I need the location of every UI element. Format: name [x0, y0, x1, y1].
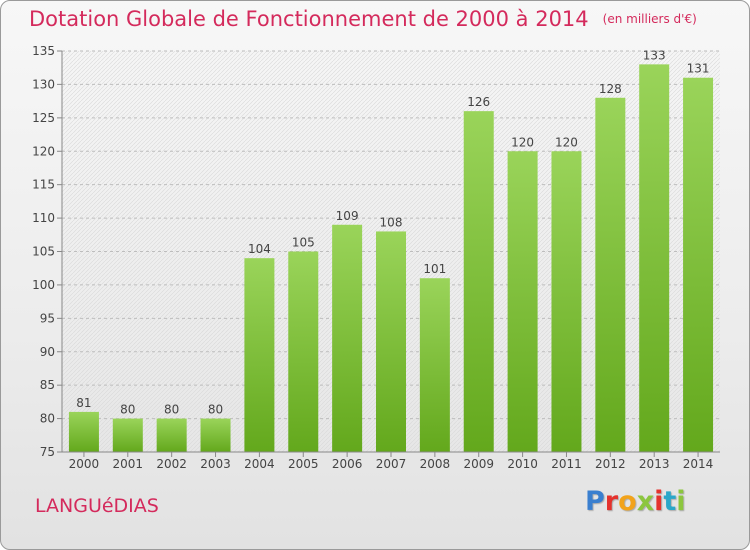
y-tick-label: 130 [32, 77, 55, 91]
chart-title: Dotation Globale de Fonctionnement de 20… [29, 7, 589, 31]
y-tick-label: 85 [40, 378, 55, 392]
chart-subtitle: (en milliers d'€) [602, 12, 697, 26]
x-tick-label: 2012 [595, 457, 626, 471]
x-axis: 2000 2001 2002 2003 2004 2005 2006 2007 2008 2009… [62, 451, 720, 471]
y-tick-label: 75 [40, 445, 55, 459]
y-tick-label: 120 [32, 144, 55, 158]
x-tick-label: 2011 [551, 457, 582, 471]
y-tick-label: 95 [40, 311, 55, 325]
data-label: 108 [380, 215, 403, 229]
x-tick-label: 2000 [69, 457, 100, 471]
data-label: 80 [164, 403, 179, 417]
x-tick-label: 2004 [244, 457, 275, 471]
data-label: 104 [248, 242, 271, 256]
logo-letter: o [618, 486, 637, 517]
x-tick-label: 2005 [288, 457, 319, 471]
commune-name: LANGUéDIAS [35, 495, 159, 517]
data-label: 128 [599, 82, 622, 96]
bar [507, 151, 538, 452]
data-label: 133 [643, 48, 666, 62]
logo-letter: i [654, 486, 664, 517]
x-tick-label: 2008 [420, 457, 451, 471]
x-tick-label: 2006 [332, 457, 363, 471]
y-tick-label: 110 [32, 211, 55, 225]
logo-letter: r [604, 486, 619, 517]
y-axis: 75 80 85 90 95 100 105 110 115 120 125 130 135 [32, 44, 63, 459]
bar [200, 418, 231, 452]
y-tick-label: 90 [40, 345, 55, 359]
bar [244, 258, 275, 452]
bar [112, 418, 143, 452]
proxiti-logo: Proxiti [585, 486, 686, 517]
x-tick-label: 2001 [113, 457, 144, 471]
bar [595, 97, 626, 453]
bar [332, 224, 363, 452]
logo-letter: i [676, 486, 686, 517]
data-label: 80 [120, 403, 135, 417]
data-label: 120 [555, 135, 578, 149]
x-tick-label: 2014 [683, 457, 714, 471]
logo-letter: x [636, 486, 655, 517]
data-label: 81 [76, 396, 91, 410]
bar [376, 231, 406, 452]
x-tick-label: 2009 [463, 457, 494, 471]
bar [551, 151, 582, 452]
data-labels: 81 80 80 80 104 105 109 108 101 126 120 120 128 133 13… [76, 48, 709, 416]
y-tick-label: 135 [32, 44, 55, 58]
x-tick-label: 2002 [156, 457, 187, 471]
data-label: 131 [687, 62, 710, 76]
y-tick-label: 125 [32, 111, 55, 125]
y-tick-label: 115 [32, 178, 55, 192]
bar [419, 278, 450, 452]
logo-letter: t [663, 486, 677, 517]
bar [68, 411, 99, 452]
bar [288, 251, 319, 452]
chart-title-block: Dotation Globale de Fonctionnement de 20… [29, 7, 697, 31]
bars [68, 64, 714, 453]
x-tick-label: 2007 [376, 457, 407, 471]
bar [156, 418, 187, 452]
x-tick-label: 2010 [507, 457, 538, 471]
data-label: 105 [292, 236, 315, 250]
data-label: 126 [467, 95, 490, 109]
logo-letter: P [585, 486, 605, 517]
y-tick-label: 100 [32, 278, 55, 292]
data-label: 101 [423, 262, 446, 276]
x-tick-label: 2003 [200, 457, 231, 471]
y-tick-label: 105 [32, 245, 55, 259]
x-tick-label: 2013 [639, 457, 670, 471]
data-label: 120 [511, 135, 534, 149]
bar [683, 77, 714, 452]
data-label: 80 [208, 403, 223, 417]
bar [639, 64, 670, 452]
y-tick-label: 80 [40, 412, 55, 426]
bar [463, 111, 494, 453]
data-label: 109 [336, 209, 359, 223]
